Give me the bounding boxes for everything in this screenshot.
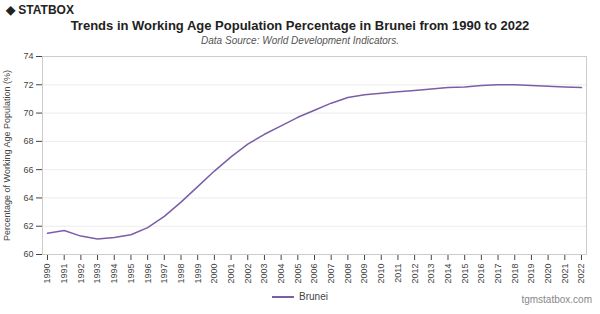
svg-text:2007: 2007 [326,264,336,284]
svg-text:2002: 2002 [243,264,253,284]
svg-text:60: 60 [23,249,33,259]
svg-text:1999: 1999 [193,264,203,284]
svg-text:2016: 2016 [476,264,486,284]
svg-text:66: 66 [23,165,33,175]
svg-text:2018: 2018 [510,264,520,284]
html-text:Trends in Working Age Populati: Trends in Working Age Population Percent… [70,18,530,33]
svg-text:1992: 1992 [76,264,86,284]
svg-text:1991: 1991 [59,264,69,284]
svg-text:2015: 2015 [460,264,470,284]
svg-text:68: 68 [23,136,33,146]
svg-text:2012: 2012 [410,264,420,284]
svg-text:1996: 1996 [143,264,153,284]
svg-text:2009: 2009 [359,264,369,284]
svg-text:2001: 2001 [226,264,236,284]
svg-text:74: 74 [23,51,33,61]
svg-text:2004: 2004 [276,264,286,284]
svg-text:2019: 2019 [526,264,536,284]
svg-text:62: 62 [23,221,33,231]
svg-text:2006: 2006 [309,264,319,284]
html-text:Brunei: Brunei [299,291,328,302]
html-text:tgmstatbox.com: tgmstatbox.com [521,294,592,305]
svg-text:1993: 1993 [92,264,102,284]
svg-text:2020: 2020 [543,264,553,284]
html-text:Data Source: World Development: Data Source: World Development Indicator… [201,35,399,46]
svg-text:2011: 2011 [393,264,403,283]
svg-text:2000: 2000 [209,264,219,284]
svg-text:1995: 1995 [126,264,136,284]
svg-text:70: 70 [23,108,33,118]
svg-text:2022: 2022 [576,264,586,284]
svg-text:2010: 2010 [376,264,386,284]
svg-text:1990: 1990 [42,264,52,284]
svg-text:2017: 2017 [493,264,503,284]
svg-text:2021: 2021 [560,264,570,284]
html-text:◆ STATBOX: ◆ STATBOX [6,3,74,17]
svg-text:64: 64 [23,193,33,203]
svg-text:2005: 2005 [293,264,303,284]
svg-text:2013: 2013 [426,264,436,284]
svg-text:Percentage of Working Age Popu: Percentage of Working Age Population (%) [2,70,12,241]
svg-text:2008: 2008 [343,264,353,284]
svg-text:72: 72 [23,80,33,90]
svg-text:2014: 2014 [443,264,453,284]
svg-text:1997: 1997 [159,264,169,284]
svg-text:1998: 1998 [176,264,186,284]
svg-text:2003: 2003 [259,264,269,284]
svg-text:1994: 1994 [109,264,119,284]
